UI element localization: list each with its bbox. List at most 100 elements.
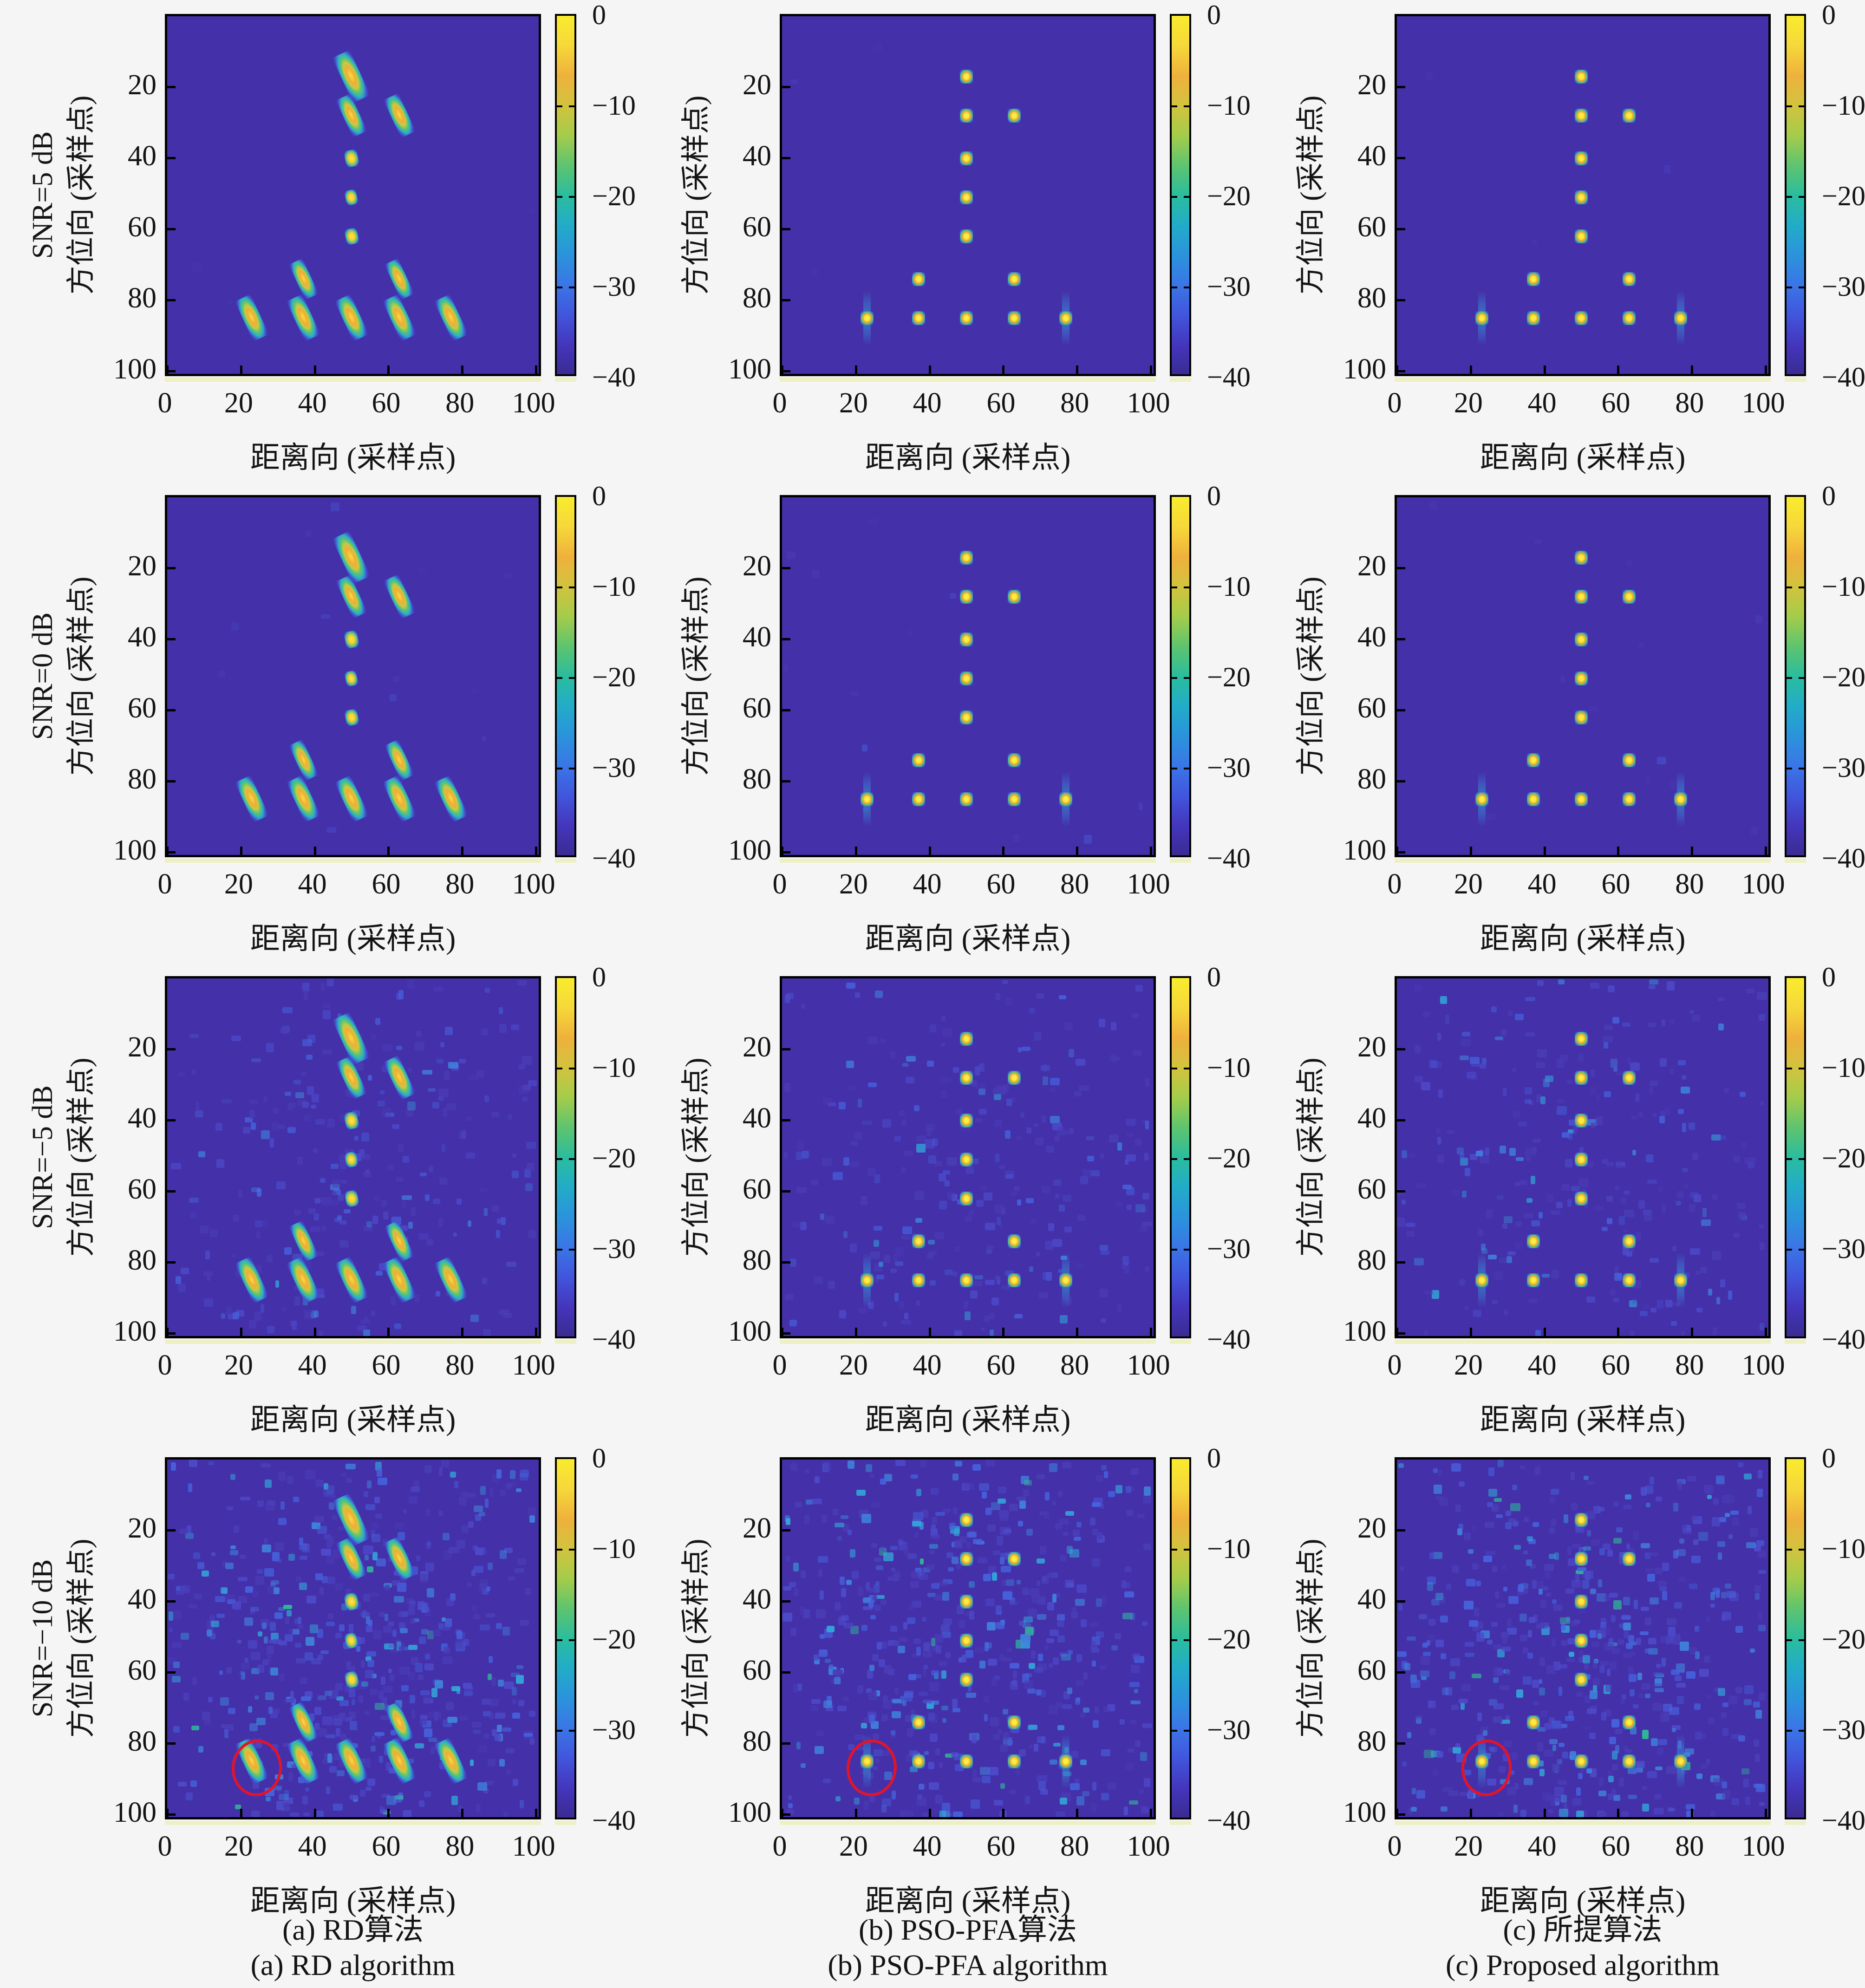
x-axis-tick: [1691, 1809, 1694, 1817]
target-point: [1008, 1234, 1021, 1248]
noise-speck: [1117, 1304, 1122, 1312]
noise-speck: [484, 1499, 489, 1508]
noise-speck: [1037, 1474, 1045, 1480]
noise-speck: [282, 1007, 293, 1013]
noise-speck: [1754, 1584, 1761, 1592]
noise-speck: [430, 1747, 435, 1754]
noise-speck: [1658, 1739, 1668, 1745]
noise-speck: [1576, 1570, 1584, 1574]
noise-speck: [206, 1273, 211, 1281]
noise-speck: [322, 1197, 332, 1205]
noise-speck: [1647, 1573, 1656, 1582]
noise-speck: [445, 1618, 452, 1627]
noise-speck: [372, 1216, 378, 1224]
noise-speck: [868, 1691, 877, 1700]
noise-speck: [427, 1630, 434, 1640]
noise-speck: [1611, 1615, 1616, 1622]
noise-speck: [1091, 1803, 1097, 1812]
noise-speck: [1076, 1654, 1082, 1662]
noise-speck: [335, 1632, 342, 1639]
noise-speck: [1063, 1195, 1072, 1202]
noise-speck: [1681, 1330, 1685, 1336]
noise-speck: [287, 1103, 296, 1108]
noise-speck: [1669, 1019, 1675, 1024]
noise-speck: [932, 1517, 938, 1524]
noise-speck: [1062, 1462, 1072, 1468]
noise-speck: [1612, 1789, 1616, 1797]
noise-speck: [1397, 1651, 1407, 1657]
target-point: [960, 1032, 973, 1046]
noise-speck: [1739, 1091, 1746, 1097]
noise-speck: [891, 1567, 896, 1572]
noise-speck: [1614, 1729, 1623, 1734]
noise-speck: [384, 1614, 388, 1622]
noise-speck: [919, 1558, 924, 1564]
noise-speck: [1673, 1636, 1681, 1645]
target-point: [1526, 311, 1540, 325]
noise-speck: [289, 1629, 293, 1634]
noise-speck: [1755, 615, 1762, 624]
y-axis-tick: [782, 851, 790, 854]
noise-speck: [1037, 1558, 1045, 1564]
x-axis-tick: [1765, 365, 1767, 374]
noise-speck: [365, 1711, 370, 1715]
noise-speck: [988, 1659, 998, 1666]
noise-speck: [786, 1518, 791, 1525]
noise-speck: [1486, 1551, 1496, 1555]
colorbar-tick-label: 0: [1822, 1443, 1836, 1473]
noise-speck: [379, 1805, 384, 1814]
noise-speck: [1760, 1101, 1764, 1106]
noise-speck: [1026, 1623, 1031, 1628]
plot-underline-strip: [165, 859, 541, 863]
noise-speck: [1571, 1186, 1580, 1191]
noise-speck: [1715, 1476, 1725, 1485]
heatmap-proposed-row4: [1395, 1457, 1771, 1819]
noise-speck: [927, 1128, 932, 1136]
noise-speck: [403, 1810, 411, 1817]
colorbar-tick-label: −40: [1207, 1805, 1251, 1836]
noise-speck: [425, 1194, 430, 1201]
noise-speck: [504, 1548, 513, 1553]
plot-underline-strip: [1395, 1821, 1771, 1825]
noise-speck: [324, 1534, 331, 1539]
noise-speck: [241, 1672, 245, 1680]
noise-speck: [1560, 676, 1565, 684]
noise-speck: [999, 1510, 1009, 1517]
noise-speck: [1507, 1787, 1516, 1795]
noise-speck: [360, 1789, 365, 1797]
noise-speck: [1635, 1232, 1641, 1241]
x-axis-tick: [782, 1328, 783, 1336]
y-axis-tick: [1397, 1600, 1405, 1603]
noise-speck: [329, 1690, 339, 1699]
noise-speck: [1059, 1205, 1065, 1212]
x-tick-label: 40: [913, 1349, 942, 1381]
noise-speck: [1492, 1300, 1499, 1304]
noise-speck: [1582, 1726, 1591, 1730]
noise-speck: [281, 1802, 290, 1808]
noise-speck: [866, 1688, 872, 1694]
noise-speck: [498, 1007, 503, 1014]
noise-speck: [1485, 1521, 1494, 1528]
noise-speck: [339, 1760, 345, 1768]
noise-speck: [384, 1643, 394, 1650]
y-axis-tick: [782, 1332, 790, 1335]
target-point: [1623, 1715, 1636, 1729]
y-axis-tick: [1397, 1190, 1405, 1193]
noise-speck: [197, 1562, 204, 1569]
noise-speck: [261, 1463, 271, 1467]
y-tick-label: 20: [128, 1512, 157, 1544]
noise-speck: [1531, 240, 1538, 245]
colorbar-tick: [1184, 196, 1189, 198]
noise-speck: [1082, 1791, 1089, 1796]
noise-speck: [473, 1545, 478, 1550]
target-point: [1008, 753, 1021, 767]
noise-speck: [226, 1506, 234, 1511]
noise-speck: [912, 1521, 921, 1526]
noise-speck: [1711, 1194, 1718, 1200]
noise-speck: [297, 1157, 303, 1165]
noise-speck: [332, 1191, 337, 1196]
noise-speck: [484, 1095, 489, 1102]
noise-speck: [301, 1102, 309, 1108]
noise-speck: [1461, 1684, 1471, 1691]
noise-speck: [1415, 1718, 1422, 1724]
